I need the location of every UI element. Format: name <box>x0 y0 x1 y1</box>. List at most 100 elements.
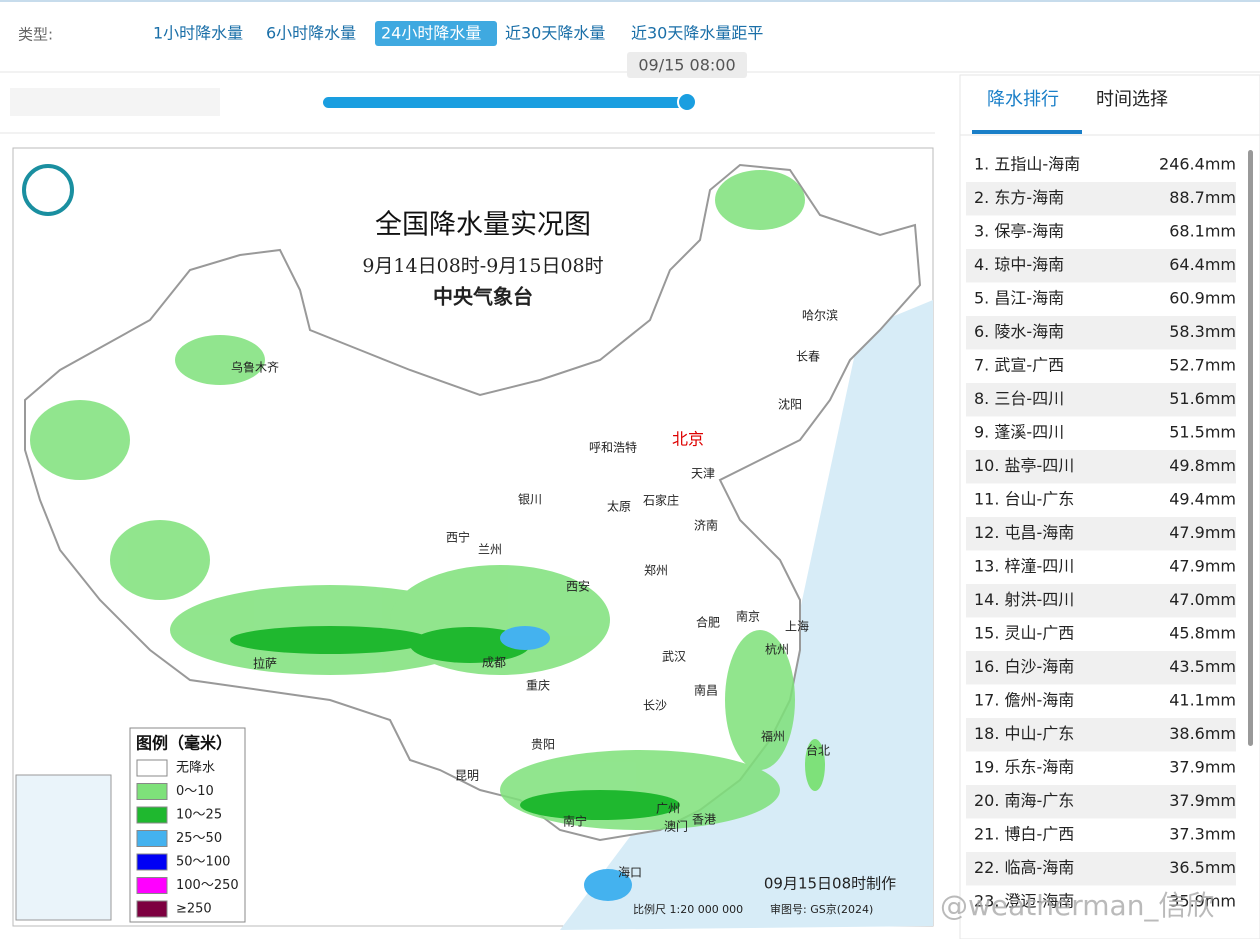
slider-time: 09/15 08:00 <box>638 56 735 75</box>
sea <box>560 300 933 930</box>
map-subtitle: 9月14日08时-9月15日08时 <box>362 255 603 277</box>
rank-value: 68.1mm <box>1169 222 1236 241</box>
rank-label: 21. 博白-广西 <box>974 825 1074 844</box>
row-bg <box>966 852 1236 886</box>
type-tab[interactable]: 6小时降水量 <box>266 24 356 43</box>
city-label: 郑州 <box>644 563 668 578</box>
rank-value: 47.9mm <box>1169 557 1236 576</box>
city-label: 贵阳 <box>531 738 555 752</box>
rank-label: 10. 盐亭-四川 <box>974 456 1074 475</box>
made-time: 09月15日08时制作 <box>764 875 896 893</box>
legend-swatch <box>136 877 168 894</box>
rank-value: 58.3mm <box>1169 322 1236 341</box>
rank-label: 15. 灵山-广西 <box>974 624 1074 643</box>
legend-swatch <box>136 900 168 918</box>
city-label: 香港 <box>692 813 716 827</box>
tooltip <box>627 52 747 78</box>
row-bg <box>966 383 1236 417</box>
legend-label: 25～50 <box>176 831 222 846</box>
type-tab[interactable]: 近30天降水量 <box>505 24 605 43</box>
rank-label: 20. 南海-广东 <box>974 791 1074 810</box>
rank-label: 11. 台山-广东 <box>974 490 1074 509</box>
legend-swatch <box>136 853 168 871</box>
row-bg <box>966 785 1236 819</box>
city-label: 长春 <box>796 350 820 364</box>
slider-track[interactable] <box>323 97 687 108</box>
rank-label: 18. 中山-广东 <box>974 724 1074 743</box>
city-label: 台北 <box>806 743 830 758</box>
rank-label: 5. 昌江-海南 <box>974 289 1064 308</box>
legend-swatch <box>136 783 168 800</box>
watermark: @weatherman_信欣 <box>940 889 1214 922</box>
city-label: 广州 <box>656 802 680 816</box>
rank-value: 47.0mm <box>1169 590 1236 609</box>
type-tab[interactable]: 1小时降水量 <box>153 24 243 43</box>
rank-value: 52.7mm <box>1169 356 1236 375</box>
rank-label: 17. 儋州-海南 <box>974 691 1074 710</box>
slider-knob[interactable] <box>677 92 697 112</box>
scrollbar[interactable] <box>1248 150 1253 746</box>
rank-value: 60.9mm <box>1169 289 1236 308</box>
city-label: 南宁 <box>563 814 587 829</box>
row-bg <box>966 718 1236 752</box>
legend-label: ≥250 <box>176 902 212 917</box>
city-label: 南京 <box>736 609 760 624</box>
row-bg <box>966 249 1236 283</box>
rank-label: 22. 临高-海南 <box>974 858 1074 877</box>
rank-value: 246.4mm <box>1159 155 1236 174</box>
city-label: 北京 <box>672 430 704 449</box>
legend-label: 50～100 <box>176 855 230 870</box>
rank-value: 36.5mm <box>1169 858 1236 877</box>
city-label: 南昌 <box>694 683 718 698</box>
rank-value: 47.9mm <box>1169 523 1236 542</box>
city-label: 昆明 <box>455 769 479 783</box>
city-label: 合肥 <box>696 615 720 630</box>
approval: 审图号: GS京(2024) <box>770 902 873 916</box>
rank-label: 9. 蓬溪-四川 <box>974 423 1064 442</box>
logo <box>22 164 74 216</box>
row-bg <box>966 182 1236 216</box>
type-tab[interactable]: 24小时降水量 <box>381 24 481 43</box>
panel-tab[interactable]: 降水排行 <box>987 89 1059 110</box>
rank-value: 45.8mm <box>1169 624 1236 643</box>
rank-label: 3. 保亭-海南 <box>974 222 1064 241</box>
rank-label: 13. 梓潼-四川 <box>974 557 1074 576</box>
rank-value: 51.5mm <box>1169 423 1236 442</box>
row-bg <box>966 316 1236 350</box>
legend-swatch <box>136 759 168 777</box>
tab-active-bg <box>375 21 497 46</box>
panel-tab[interactable]: 时间选择 <box>1096 89 1168 110</box>
city-label: 成都 <box>482 656 506 670</box>
taiwan <box>805 739 825 791</box>
city-label: 兰州 <box>478 543 502 557</box>
rank-label: 2. 东方-海南 <box>974 188 1064 207</box>
legend-label: 10～25 <box>176 808 222 823</box>
hainan <box>584 869 632 901</box>
map-title: 全国降水量实况图 <box>375 210 591 241</box>
city-label: 乌鲁木齐 <box>231 360 279 375</box>
city-label: 呼和浩特 <box>589 440 637 455</box>
rank-value: 37.3mm <box>1169 825 1236 844</box>
rank-value: 88.7mm <box>1169 188 1236 207</box>
rank-label: 16. 白沙-海南 <box>974 657 1074 676</box>
legend-swatch <box>136 806 168 824</box>
rank-label: 7. 武宣-广西 <box>974 356 1064 375</box>
city-label: 银川 <box>518 493 542 507</box>
city-label: 长沙 <box>643 699 667 713</box>
city-label: 西宁 <box>446 530 470 545</box>
rain-moderate <box>230 626 680 820</box>
legend-label: 0～10 <box>176 784 214 799</box>
china-outline <box>24 163 922 842</box>
row-bg <box>966 517 1236 551</box>
legend-swatch <box>136 830 168 847</box>
city-label: 上海 <box>785 619 809 634</box>
type-tab[interactable]: 近30天降水量距平 <box>631 24 763 43</box>
city-label: 杭州 <box>765 642 789 657</box>
city-label: 海口 <box>618 865 642 880</box>
city-label: 太原 <box>607 499 631 514</box>
rank-value: 41.1mm <box>1169 691 1236 710</box>
rank-label: 14. 射洪-四川 <box>974 590 1074 609</box>
rank-label: 4. 琼中-海南 <box>974 255 1064 274</box>
city-label: 石家庄 <box>643 493 679 508</box>
